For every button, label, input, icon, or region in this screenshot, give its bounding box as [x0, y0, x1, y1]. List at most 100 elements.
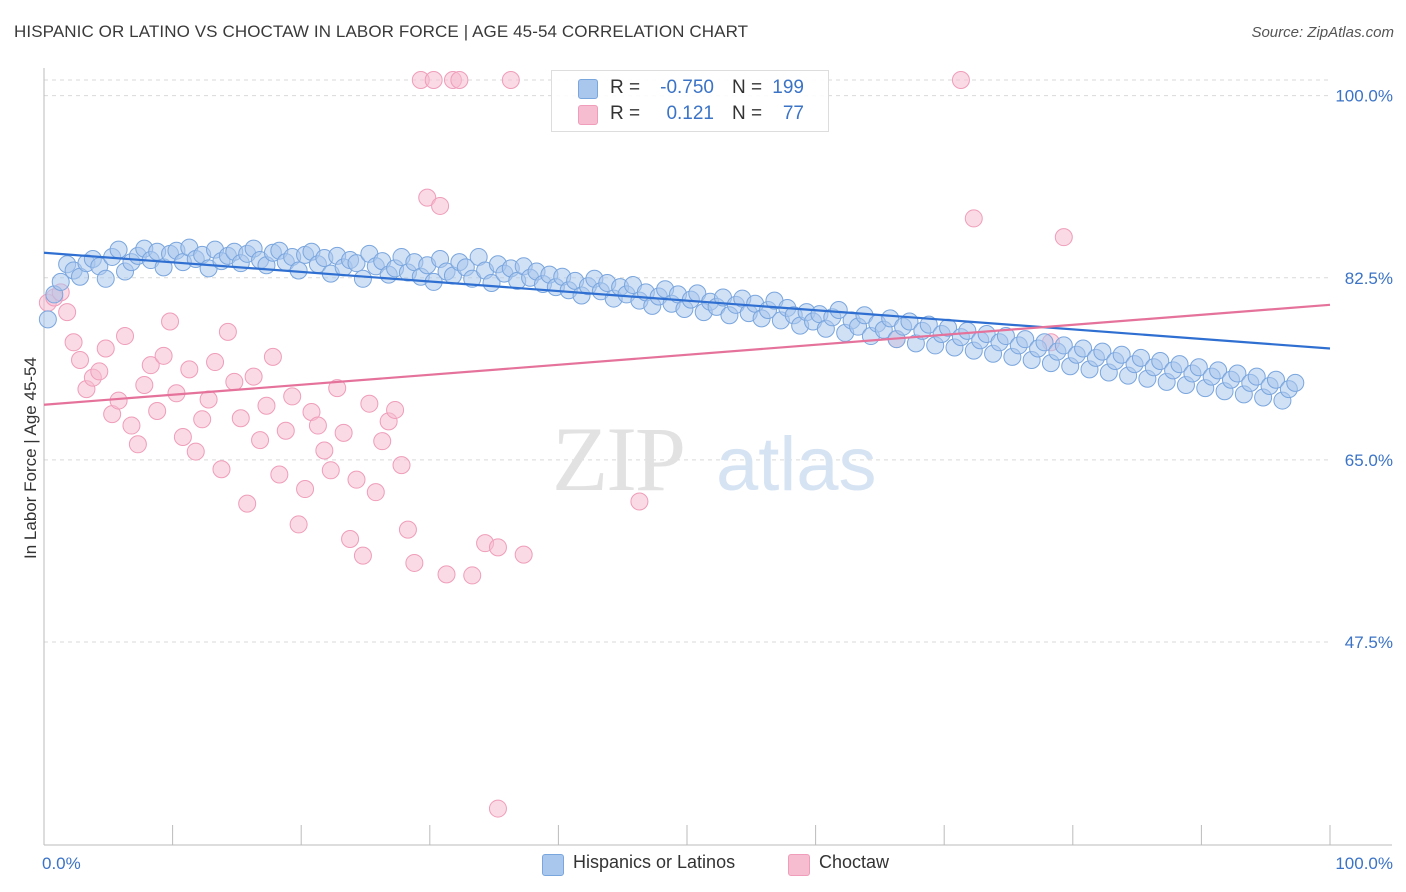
hispanic-point	[1189, 358, 1208, 377]
legend-n-label: N =	[732, 77, 763, 98]
hispanic-point	[1112, 345, 1131, 364]
choctaw-point	[96, 339, 115, 358]
chart-title: HISPANIC OR LATINO VS CHOCTAW IN LABOR F…	[14, 22, 749, 41]
choctaw-point	[58, 303, 77, 322]
hispanic-point	[919, 315, 938, 334]
legend-swatch-blue	[578, 79, 598, 99]
choctaw-point	[463, 566, 482, 585]
legend-swatch-pink	[578, 105, 598, 125]
hispanic-point	[1016, 330, 1035, 349]
hispanic-point	[1054, 336, 1073, 355]
hispanic-point	[353, 269, 372, 288]
choctaw-point	[141, 356, 160, 375]
choctaw-point	[263, 347, 282, 366]
hispanic-point	[1170, 355, 1189, 374]
trend-lines	[43, 251, 1331, 406]
choctaw-point	[386, 400, 405, 419]
hispanic-point	[1247, 367, 1266, 386]
choctaw-point	[321, 461, 340, 480]
choctaw-point	[109, 391, 128, 410]
choctaw-point	[251, 431, 270, 450]
choctaw-point	[437, 565, 456, 584]
hispanic-point	[347, 254, 366, 273]
choctaw-point	[328, 379, 347, 398]
hispanic-point	[1131, 348, 1150, 367]
choctaw-point	[270, 465, 289, 484]
choctaw-point	[186, 442, 205, 461]
tick-labels: 47.5% 65.0% 82.5% 100.0% 0.0% 100.0%	[42, 87, 1393, 873]
hispanic-point	[881, 309, 900, 328]
choctaw-point	[366, 483, 385, 502]
hispanic-point	[38, 310, 57, 329]
choctaw-point	[238, 494, 257, 513]
hispanic-point	[463, 269, 482, 288]
legend-label-hispanic: Hispanics or Latinos	[573, 852, 736, 872]
hispanic-point	[829, 301, 848, 320]
legend-swatch-blue	[542, 854, 564, 876]
legend-row-hispanic: R = -0.750 N = 199	[552, 75, 828, 101]
choctaw-point	[1054, 228, 1073, 247]
legend-r-label: R =	[610, 77, 641, 98]
hispanic-point	[1074, 339, 1093, 358]
legend-r-value: 0.121	[666, 103, 714, 124]
hispanic-trend-line	[43, 251, 1331, 350]
y-axis-label: In Labor Force | Age 45-54	[21, 357, 40, 559]
hispanic-point	[109, 240, 128, 259]
hispanic-point	[1209, 361, 1228, 380]
choctaw-point	[257, 396, 276, 415]
choctaw-point	[424, 71, 443, 89]
choctaw-point	[283, 387, 302, 406]
choctaw-point	[360, 394, 379, 413]
choctaw-point	[128, 435, 147, 454]
hispanic-point	[1035, 333, 1054, 352]
legend-row-choctaw: R = 0.121 N = 77	[552, 101, 828, 127]
choctaw-trend-line	[43, 303, 1331, 406]
choctaw-point	[964, 209, 983, 228]
choctaw-point	[218, 322, 237, 341]
watermark-zip: ZIP	[552, 408, 684, 510]
hispanic-point	[1286, 373, 1305, 392]
choctaw-point	[308, 416, 327, 435]
choctaw-point	[71, 350, 90, 369]
legend-label-choctaw: Choctaw	[819, 852, 890, 872]
choctaw-point	[173, 428, 192, 446]
watermark-atlas: atlas	[716, 422, 877, 507]
choctaw-point	[398, 520, 417, 539]
hispanic-point	[1228, 364, 1247, 383]
series-hispanic-points	[38, 238, 1305, 410]
hispanic-point	[1266, 370, 1285, 389]
choctaw-point	[488, 538, 507, 557]
legend-swatch-pink	[788, 854, 810, 876]
choctaw-point	[225, 372, 244, 391]
y-tick-label: 47.5%	[1345, 633, 1393, 652]
choctaw-point	[630, 492, 649, 511]
y-tick-label: 65.0%	[1345, 451, 1393, 470]
hispanic-point	[977, 324, 996, 343]
hispanic-point	[1151, 352, 1170, 371]
choctaw-point	[199, 390, 218, 409]
choctaw-point	[501, 71, 520, 89]
hispanic-point	[51, 272, 70, 291]
hispanic-point	[96, 269, 115, 288]
source-note: Source: ZipAtlas.com	[1251, 24, 1394, 41]
choctaw-point	[296, 480, 315, 499]
hispanic-point	[996, 327, 1015, 346]
choctaw-point	[289, 515, 308, 534]
choctaw-point	[488, 799, 507, 818]
choctaw-point	[951, 71, 970, 89]
legend-r-label: R =	[610, 103, 641, 124]
series-legend: Hispanics or Latinos Choctaw	[0, 852, 1406, 878]
choctaw-point	[180, 360, 199, 379]
choctaw-point	[161, 312, 180, 331]
choctaw-point	[231, 409, 250, 428]
choctaw-point	[276, 421, 295, 440]
hispanic-point	[1093, 342, 1112, 361]
choctaw-point	[116, 327, 135, 346]
choctaw-point	[244, 367, 263, 386]
y-tick-label: 100.0%	[1335, 87, 1393, 106]
x-tick-label: 100.0%	[1335, 854, 1393, 873]
choctaw-point	[450, 71, 469, 89]
choctaw-point	[154, 346, 173, 365]
choctaw-point	[64, 333, 83, 352]
